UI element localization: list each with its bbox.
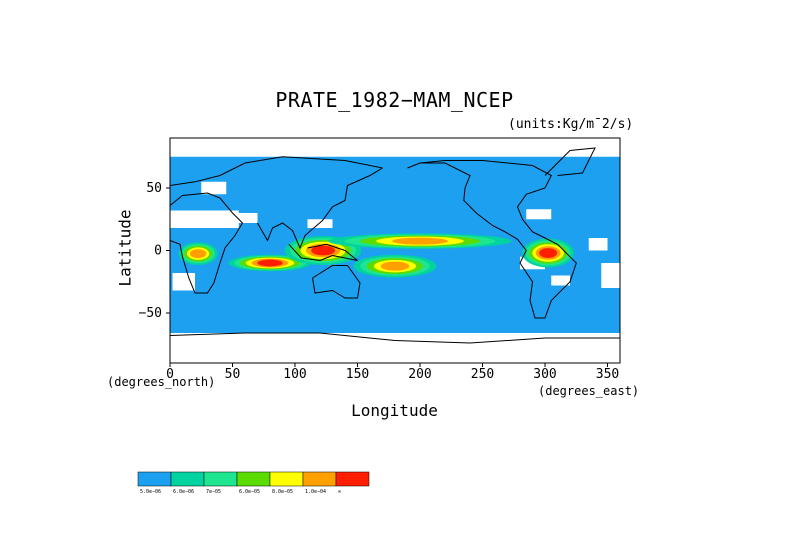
x-units-label: (degrees_east) bbox=[538, 384, 640, 398]
missing-data-region bbox=[235, 213, 258, 223]
precip-band-6 bbox=[539, 248, 558, 258]
y-tick-label: −50 bbox=[139, 306, 162, 321]
precip-band-6 bbox=[311, 245, 336, 256]
x-tick-label: 150 bbox=[346, 367, 369, 382]
coastline bbox=[170, 156, 383, 186]
legend-swatch bbox=[203, 471, 238, 487]
coastline bbox=[407, 160, 577, 319]
x-tick-label: 200 bbox=[408, 367, 431, 382]
legend-label: ∞ bbox=[338, 489, 341, 495]
coastline bbox=[312, 265, 361, 299]
x-tick-label: 50 bbox=[225, 367, 241, 382]
legend-label: 5.0e−06 bbox=[140, 489, 161, 495]
legend-swatch bbox=[335, 471, 370, 487]
legend-swatch bbox=[269, 471, 304, 487]
missing-data-region bbox=[170, 138, 620, 157]
coastline bbox=[170, 192, 244, 294]
units-label: (units:Kg/m¯2/s) bbox=[508, 117, 634, 132]
precip-band-5 bbox=[189, 249, 207, 259]
missing-data-region bbox=[172, 273, 195, 291]
precip-band-5 bbox=[392, 237, 448, 245]
precip-band-6 bbox=[257, 259, 283, 267]
x-axis-label: Longitude bbox=[351, 401, 438, 420]
axis-ticks: 0 50 100 150 200 250 300 350 50 0 −50 bbox=[139, 181, 620, 382]
missing-data-region bbox=[526, 209, 552, 220]
missing-data-region bbox=[307, 219, 333, 228]
coastline bbox=[257, 167, 383, 250]
missing-data-region bbox=[588, 238, 608, 251]
legend-swatch bbox=[236, 471, 271, 487]
legend-label: 7e−05 bbox=[206, 489, 221, 495]
chart-title: PRATE_1982−MAM_NCEP bbox=[275, 88, 514, 112]
map-plot-area bbox=[170, 138, 620, 363]
legend-swatch bbox=[302, 471, 337, 487]
x-tick-label: 350 bbox=[596, 367, 619, 382]
legend-swatch bbox=[137, 471, 172, 487]
legend-label: 6.0e−05 bbox=[239, 489, 260, 495]
y-units-label: (degrees_north) bbox=[107, 375, 216, 389]
y-tick-label: 50 bbox=[146, 181, 162, 196]
missing-data-region bbox=[170, 210, 239, 228]
x-tick-label: 250 bbox=[471, 367, 494, 382]
x-tick-label: 100 bbox=[283, 367, 306, 382]
coastline bbox=[288, 243, 358, 262]
color-legend: 5.0e−06 6.0e−06 7e−05 6.0e−05 8.0e−05 1.0e−04… bbox=[137, 471, 370, 495]
missing-data-region bbox=[551, 275, 570, 286]
coastline bbox=[544, 147, 596, 176]
legend-swatch bbox=[170, 471, 205, 487]
legend-label: 1.0e−04 bbox=[305, 489, 326, 495]
y-tick-label: 0 bbox=[154, 244, 162, 259]
x-tick-label: 0 bbox=[166, 367, 174, 382]
coastline bbox=[170, 332, 620, 344]
missing-data-region bbox=[601, 263, 620, 288]
legend-label: 6.0e−06 bbox=[173, 489, 194, 495]
missing-data-region bbox=[201, 181, 227, 195]
x-tick-label: 300 bbox=[533, 367, 556, 382]
legend-label: 8.0e−05 bbox=[272, 489, 293, 495]
precip-band-5 bbox=[380, 261, 410, 271]
